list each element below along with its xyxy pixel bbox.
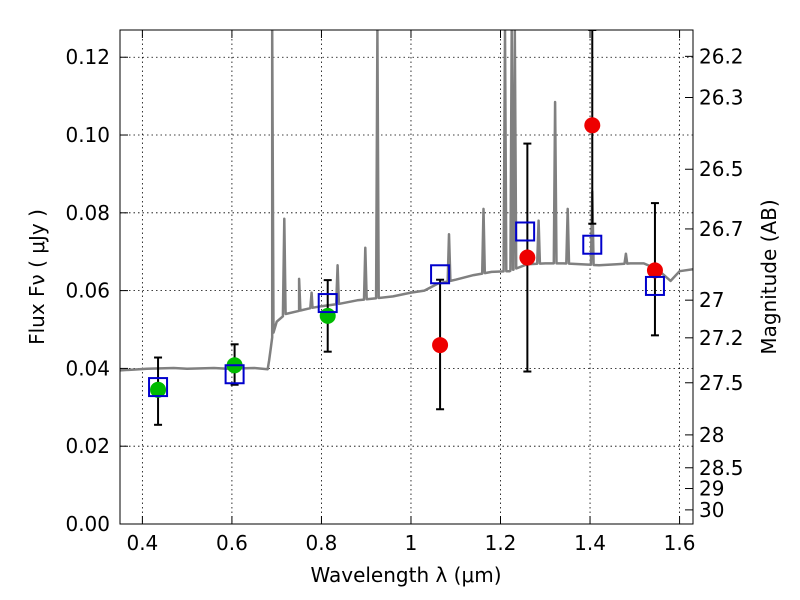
model-square bbox=[644, 275, 665, 296]
magnitude-axis-label: Magnitude (AB) bbox=[757, 199, 781, 354]
x-tick-label: 1.6 bbox=[664, 531, 696, 555]
magnitude-tick-label: 26.5 bbox=[699, 157, 744, 181]
magnitude-tick-label: 28 bbox=[699, 423, 724, 447]
grid bbox=[120, 30, 693, 525]
y-tick-label: 0.10 bbox=[65, 123, 110, 147]
magnitude-tick-label: 27.5 bbox=[699, 371, 744, 395]
x-tick-label: 1.2 bbox=[485, 531, 517, 555]
model-square bbox=[148, 377, 169, 398]
y-tick-label: 0.12 bbox=[65, 45, 110, 69]
x-tick-label: 1 bbox=[405, 531, 418, 555]
y-tick-label: 0.00 bbox=[65, 512, 110, 536]
magnitude-tick-label: 30 bbox=[699, 498, 724, 522]
plot-frame bbox=[119, 29, 694, 525]
y-tick-label: 0.06 bbox=[65, 279, 110, 303]
red-points bbox=[432, 117, 663, 354]
model-square bbox=[582, 234, 603, 255]
y-tick-label: 0.08 bbox=[65, 201, 110, 225]
model-square bbox=[317, 293, 338, 314]
red-data-point bbox=[646, 262, 663, 279]
plot-area bbox=[120, 30, 693, 426]
x-tick-label: 0.4 bbox=[126, 531, 158, 555]
y-axis: 0.00 0.02 0.04 0.06 0.08 0.10 0.12 bbox=[65, 45, 128, 536]
red-data-point bbox=[584, 117, 601, 134]
magnitude-tick-label: 27.2 bbox=[699, 326, 744, 350]
green-data-point bbox=[150, 381, 167, 398]
x-axis-label: Wavelength λ (μm) bbox=[310, 563, 501, 587]
y-tick-label: 0.02 bbox=[65, 434, 110, 458]
model-squares bbox=[148, 221, 665, 398]
magnitude-tick-label: 26.2 bbox=[699, 44, 744, 68]
red-data-point bbox=[519, 249, 536, 266]
green-points bbox=[150, 307, 336, 398]
model-square bbox=[224, 364, 245, 385]
magnitude-tick-label: 29 bbox=[699, 477, 724, 501]
x-tick-label: 0.8 bbox=[306, 531, 338, 555]
magnitude-tick-label: 27 bbox=[699, 288, 724, 312]
red-data-point bbox=[432, 337, 449, 354]
magnitude-tick-label: 26.7 bbox=[699, 217, 744, 241]
model-square bbox=[430, 264, 451, 285]
y-tick-label: 0.04 bbox=[65, 356, 110, 380]
magnitude-tick-label: 26.3 bbox=[699, 85, 744, 109]
magnitude-tick-label: 28.5 bbox=[699, 456, 744, 480]
green-data-point bbox=[319, 307, 336, 324]
x-tick-label: 1.4 bbox=[574, 531, 606, 555]
model-square bbox=[515, 221, 536, 242]
y-axis-label: Flux Fν ( μJy ) bbox=[25, 209, 49, 345]
spectrum-line bbox=[120, 30, 693, 372]
x-tick-label: 0.6 bbox=[216, 531, 248, 555]
x-axis: 0.4 0.6 0.8 1 1.2 1.4 1.6 bbox=[126, 30, 695, 555]
